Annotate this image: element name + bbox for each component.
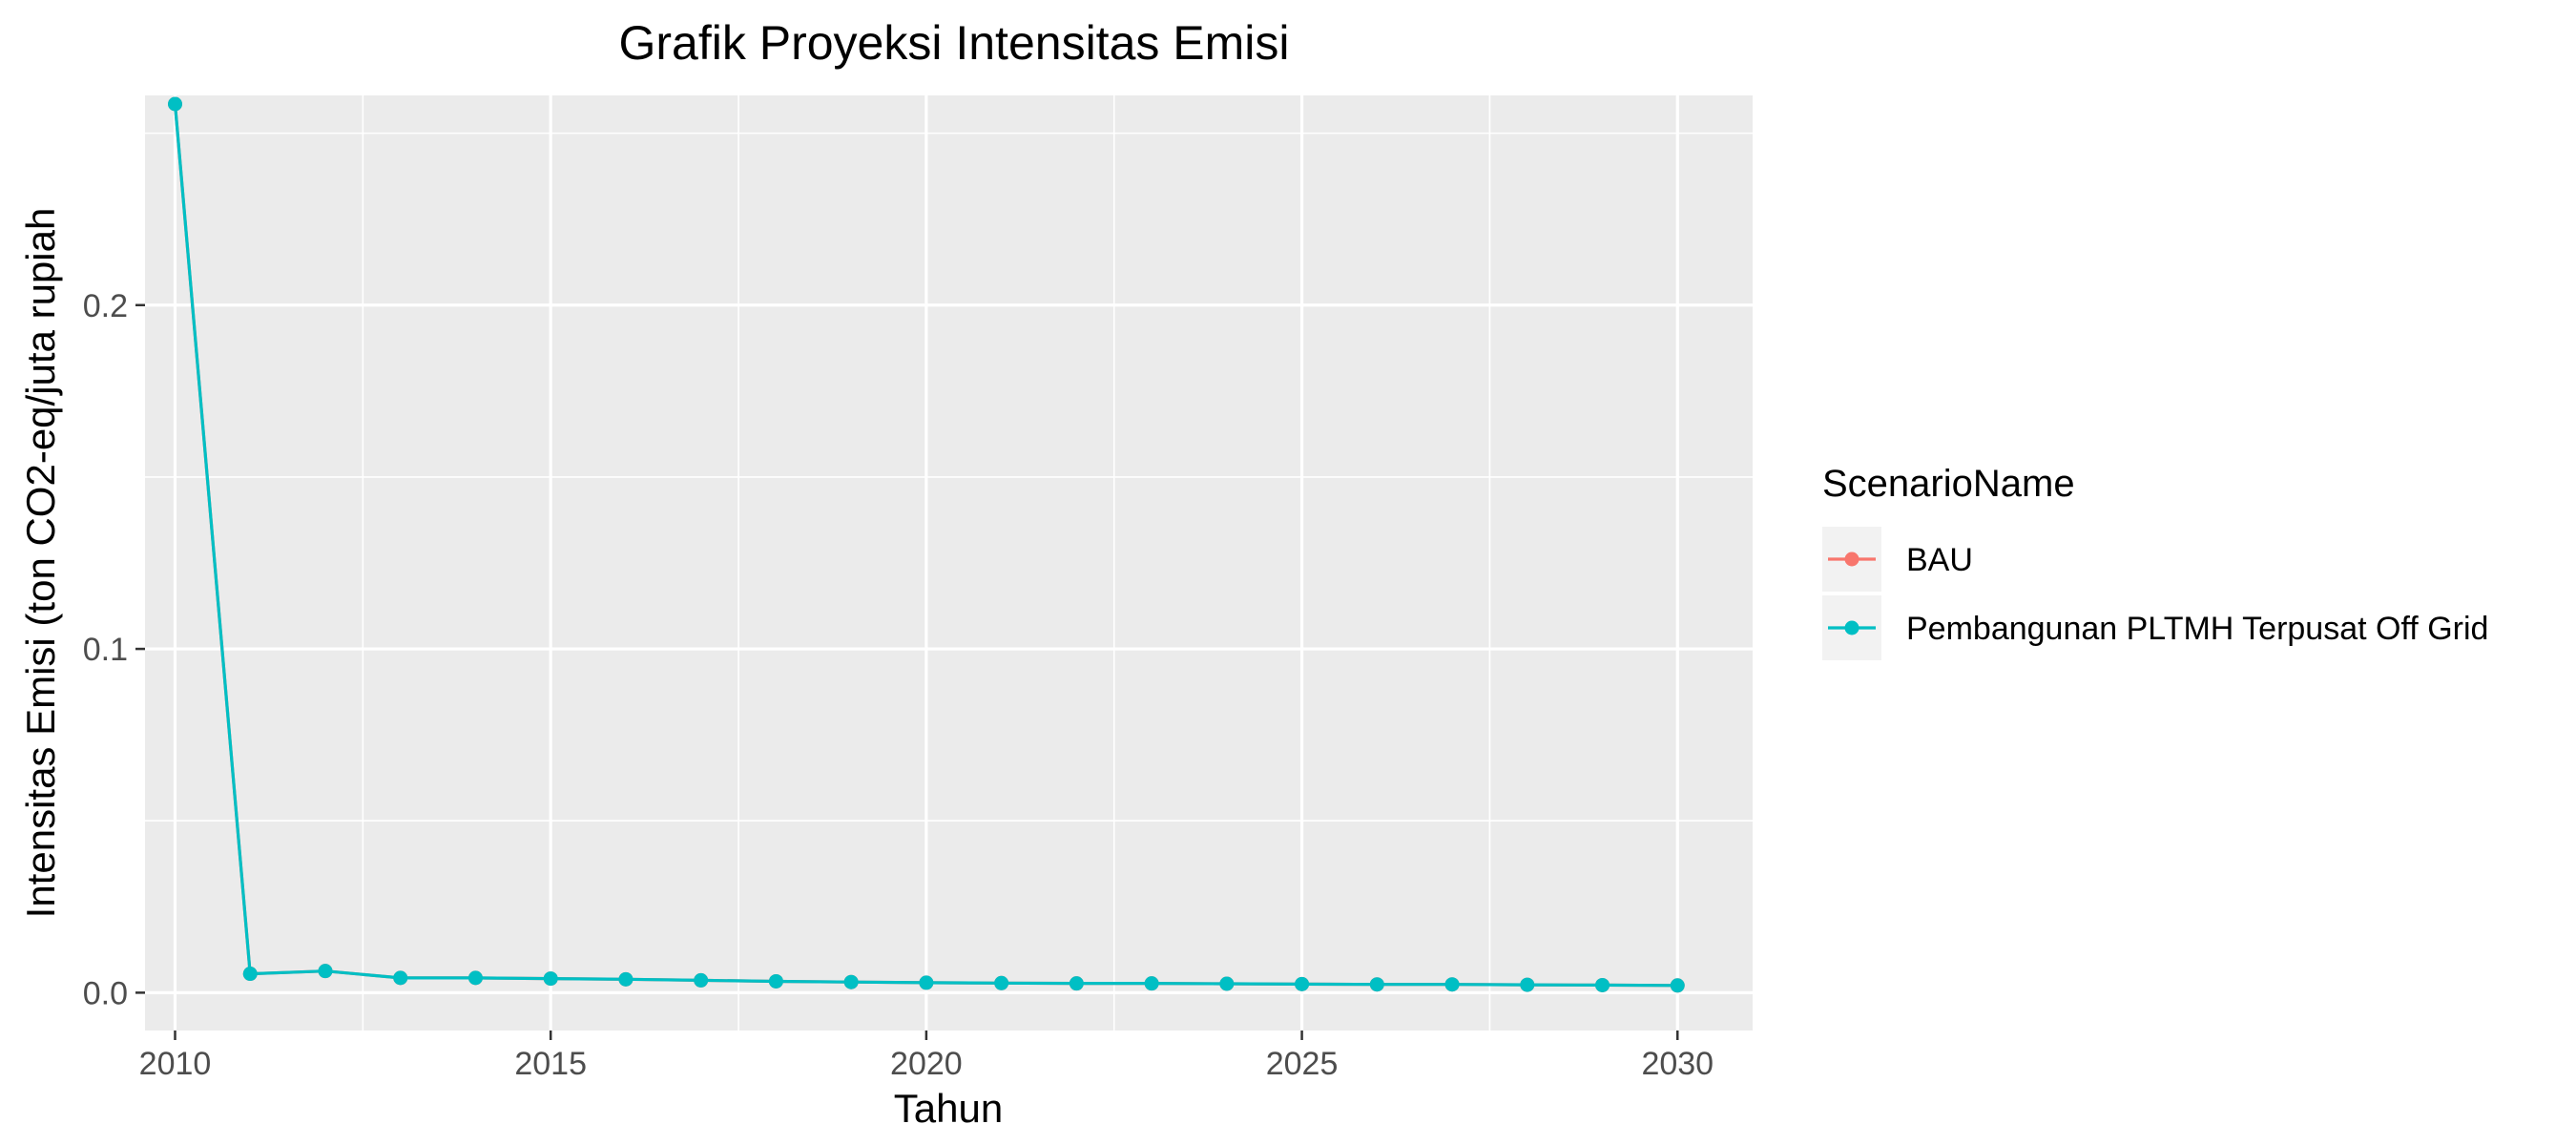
- chart-title: Grafik Proyeksi Intensitas Emisi: [619, 16, 1290, 70]
- y-tick-label: 0.2: [83, 288, 128, 324]
- data-point: [1069, 976, 1084, 991]
- x-tick-label: 2010: [139, 1046, 212, 1082]
- data-point: [1144, 976, 1159, 991]
- series-layer: [167, 96, 1685, 993]
- data-point: [543, 971, 558, 987]
- plot-panel: [145, 95, 1753, 1030]
- data-point: [1520, 977, 1535, 992]
- legend-label: Pembangunan PLTMH Terpusat Off Grid: [1906, 611, 2488, 647]
- x-axis-title: Tahun: [894, 1086, 1003, 1131]
- data-point: [167, 96, 182, 112]
- legend-item: Pembangunan PLTMH Terpusat Off Grid: [1822, 595, 2488, 660]
- data-point: [919, 975, 934, 990]
- data-point: [393, 970, 408, 986]
- legend-label: BAU: [1906, 542, 1973, 578]
- data-point: [1369, 977, 1384, 992]
- data-point: [318, 964, 333, 979]
- data-point: [1444, 977, 1460, 992]
- data-point: [467, 970, 483, 986]
- data-point: [994, 975, 1009, 990]
- data-point: [242, 967, 258, 982]
- data-point: [1595, 977, 1610, 992]
- y-tick-label: 0.1: [83, 632, 128, 668]
- data-point: [1219, 976, 1235, 991]
- minor-gridlines: [145, 95, 1753, 1030]
- x-tick-label: 2020: [890, 1046, 963, 1082]
- legend-item: BAU: [1822, 527, 1973, 592]
- legend-items: BAU Pembangunan PLTMH Terpusat Off Grid: [1822, 527, 2488, 660]
- series-2: [167, 96, 1685, 993]
- major-gridlines: [145, 95, 1753, 1030]
- x-tick-label: 2025: [1266, 1046, 1339, 1082]
- x-tick-label: 2015: [514, 1046, 587, 1082]
- x-tick-label: 2030: [1641, 1046, 1714, 1082]
- x-axis: 2010 2015 2020 2025 2030: [139, 1030, 1714, 1082]
- data-point: [843, 974, 859, 989]
- data-point: [1295, 976, 1310, 991]
- legend: ScenarioName BAU Pembangunan PLTMH Terpus…: [1822, 463, 2488, 660]
- legend-key-point: [1844, 620, 1859, 635]
- y-axis: 0.0 0.1 0.2: [83, 288, 145, 1011]
- data-point: [694, 972, 709, 988]
- data-point: [618, 971, 634, 987]
- legend-title: ScenarioName: [1822, 463, 2075, 505]
- data-point: [768, 973, 783, 989]
- legend-key-point: [1844, 552, 1859, 567]
- y-axis-title: Intensitas Emisi (ton CO2-eq/juta rupiah: [18, 208, 63, 919]
- y-tick-label: 0.0: [83, 975, 128, 1011]
- data-point: [1670, 978, 1685, 993]
